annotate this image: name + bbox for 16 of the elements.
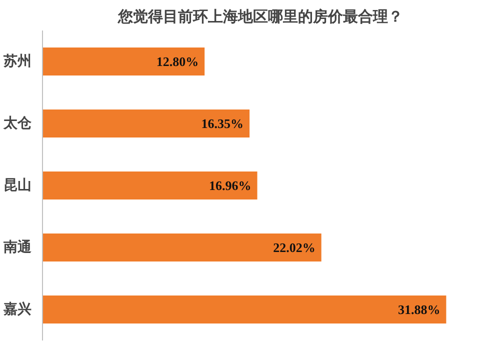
y-tick-label: 昆山 [4, 178, 32, 194]
data-label: 31.88% [398, 302, 440, 317]
data-label: 16.35% [201, 116, 244, 131]
bar [42, 234, 322, 262]
y-tick-label: 苏州 [2, 54, 32, 70]
y-tick-label: 太仓 [2, 116, 32, 132]
data-label: 16.96% [209, 178, 252, 193]
bar [42, 48, 205, 76]
y-tick-label: 嘉兴 [4, 300, 32, 318]
bar [42, 172, 258, 200]
data-label: 12.80% [156, 54, 199, 69]
y-tick-label: 南通 [2, 238, 32, 256]
chart-title: 您觉得目前环上海地区哪里的房价最合理？ [117, 8, 403, 26]
data-label: 22.02% [273, 240, 316, 255]
bar [42, 296, 446, 324]
bar [42, 110, 250, 138]
